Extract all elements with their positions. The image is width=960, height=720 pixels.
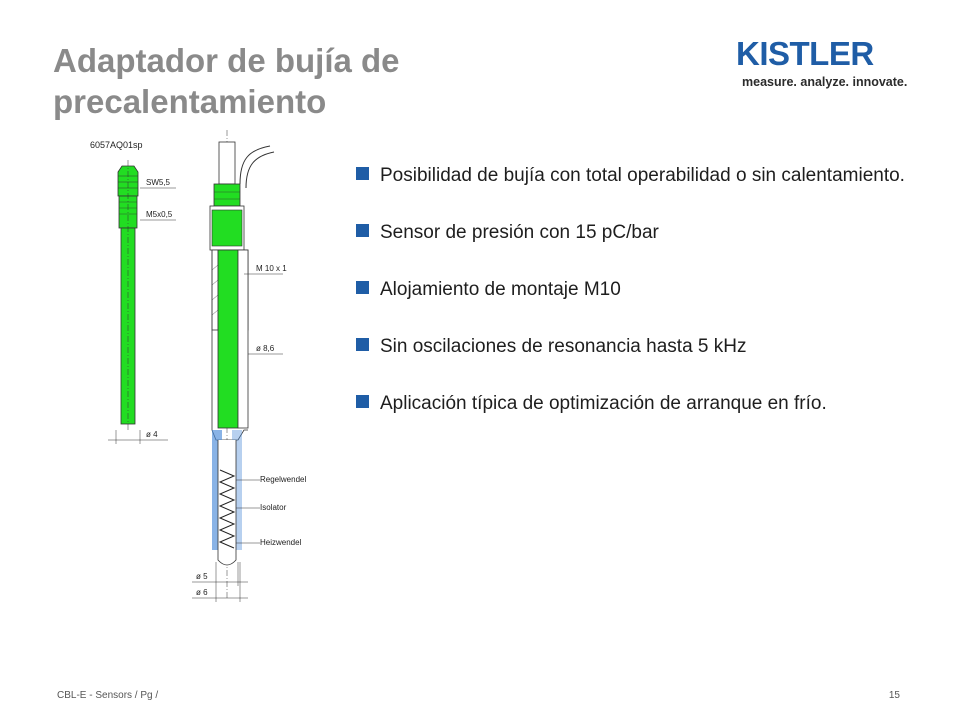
kistler-logo: KISTLER measure. analyze. innovate. — [736, 36, 912, 96]
feature-text: Sin oscilaciones de resonancia hasta 5 k… — [380, 336, 747, 357]
square-bullet-icon — [356, 338, 369, 351]
feature-list-item: Posibilidad de bujía con total operabili… — [356, 156, 906, 196]
adapter-right-part — [192, 130, 283, 602]
slide-title: Adaptador de bujía de precalentamiento — [53, 40, 653, 122]
logo-wordmark: KISTLER — [736, 35, 874, 72]
d4-label: ø 4 — [146, 430, 158, 439]
slide-title-line1: Adaptador de bujía de — [53, 42, 400, 79]
regelwendel-label: Regelwendel — [260, 475, 306, 484]
feature-list-item: Sin oscilaciones de resonancia hasta 5 k… — [356, 327, 906, 367]
square-bullet-icon — [356, 395, 369, 408]
slide-title-line2: precalentamiento — [53, 83, 327, 120]
feature-text: Alojamiento de montaje M10 — [380, 279, 621, 300]
sw-label: SW5,5 — [146, 178, 171, 187]
m10-label: M 10 x 1 — [256, 264, 287, 273]
feature-list-item: Aplicación típica de optimización de arr… — [356, 384, 906, 424]
feature-text: Sensor de presión con 15 pC/bar — [380, 222, 659, 243]
feature-list-item: Alojamiento de montaje M10 — [356, 270, 906, 310]
part-number-label: 6057AQ01sp — [90, 140, 143, 150]
square-bullet-icon — [356, 224, 369, 237]
technical-drawing: 6057AQ01sp SW5,5 M5x0,5 ø 4 — [90, 130, 306, 602]
feature-list: Posibilidad de bujía con total operabili… — [356, 156, 906, 441]
square-bullet-icon — [356, 281, 369, 294]
feature-list-item: Sensor de presión con 15 pC/bar — [356, 213, 906, 253]
m5-label: M5x0,5 — [146, 210, 173, 219]
page-number: 15 — [888, 690, 900, 701]
d86-label: ø 8,6 — [256, 344, 275, 353]
heizwendel-label: Heizwendel — [260, 538, 302, 547]
footer-reference: CBL-E - Sensors / Pg / — [57, 690, 159, 701]
d6-label: ø 6 — [196, 588, 208, 597]
adapter-left-part — [108, 160, 176, 444]
d5-label: ø 5 — [196, 572, 208, 581]
feature-text: Posibilidad de bujía con total operabili… — [380, 165, 905, 186]
logo-tagline: measure. analyze. innovate. — [742, 75, 908, 89]
feature-text: Aplicación típica de optimización de arr… — [380, 393, 827, 414]
square-bullet-icon — [356, 167, 369, 180]
isolator-label: Isolator — [260, 503, 287, 512]
